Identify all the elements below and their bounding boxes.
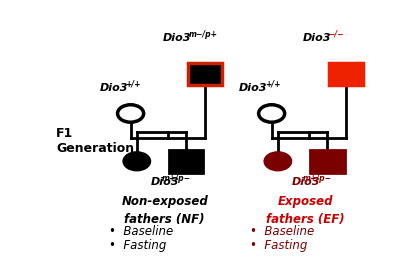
Text: F1
Generation: F1 Generation (56, 127, 134, 154)
Text: m+/p−: m+/p− (303, 174, 332, 183)
Text: m−/p+: m−/p+ (189, 29, 218, 39)
Bar (329, 63, 363, 85)
Bar (310, 150, 344, 173)
Text: +/+: +/+ (265, 79, 280, 89)
Circle shape (124, 153, 150, 170)
Text: Dio3: Dio3 (163, 33, 192, 43)
Text: Non-exposed: Non-exposed (121, 195, 208, 208)
Circle shape (265, 153, 291, 170)
Text: •  Fasting: • Fasting (250, 239, 307, 252)
Text: Dio3: Dio3 (239, 83, 268, 93)
Text: Dio3: Dio3 (292, 177, 320, 187)
Text: •  Baseline: • Baseline (250, 225, 314, 238)
Bar (188, 63, 222, 85)
Text: Dio3: Dio3 (150, 177, 179, 187)
Text: fathers (NF): fathers (NF) (124, 213, 205, 226)
Text: fathers (EF): fathers (EF) (266, 213, 345, 226)
Text: m+/p−: m+/p− (162, 174, 191, 183)
Text: −/−: −/− (328, 29, 344, 39)
Text: +/+: +/+ (125, 79, 141, 89)
Text: Exposed: Exposed (278, 195, 334, 208)
Circle shape (259, 105, 285, 122)
Text: Dio3: Dio3 (100, 83, 128, 93)
Text: •  Fasting: • Fasting (109, 239, 166, 252)
Circle shape (118, 105, 144, 122)
Bar (169, 150, 204, 173)
Text: Dio3: Dio3 (303, 33, 331, 43)
Text: •  Baseline: • Baseline (109, 225, 173, 238)
